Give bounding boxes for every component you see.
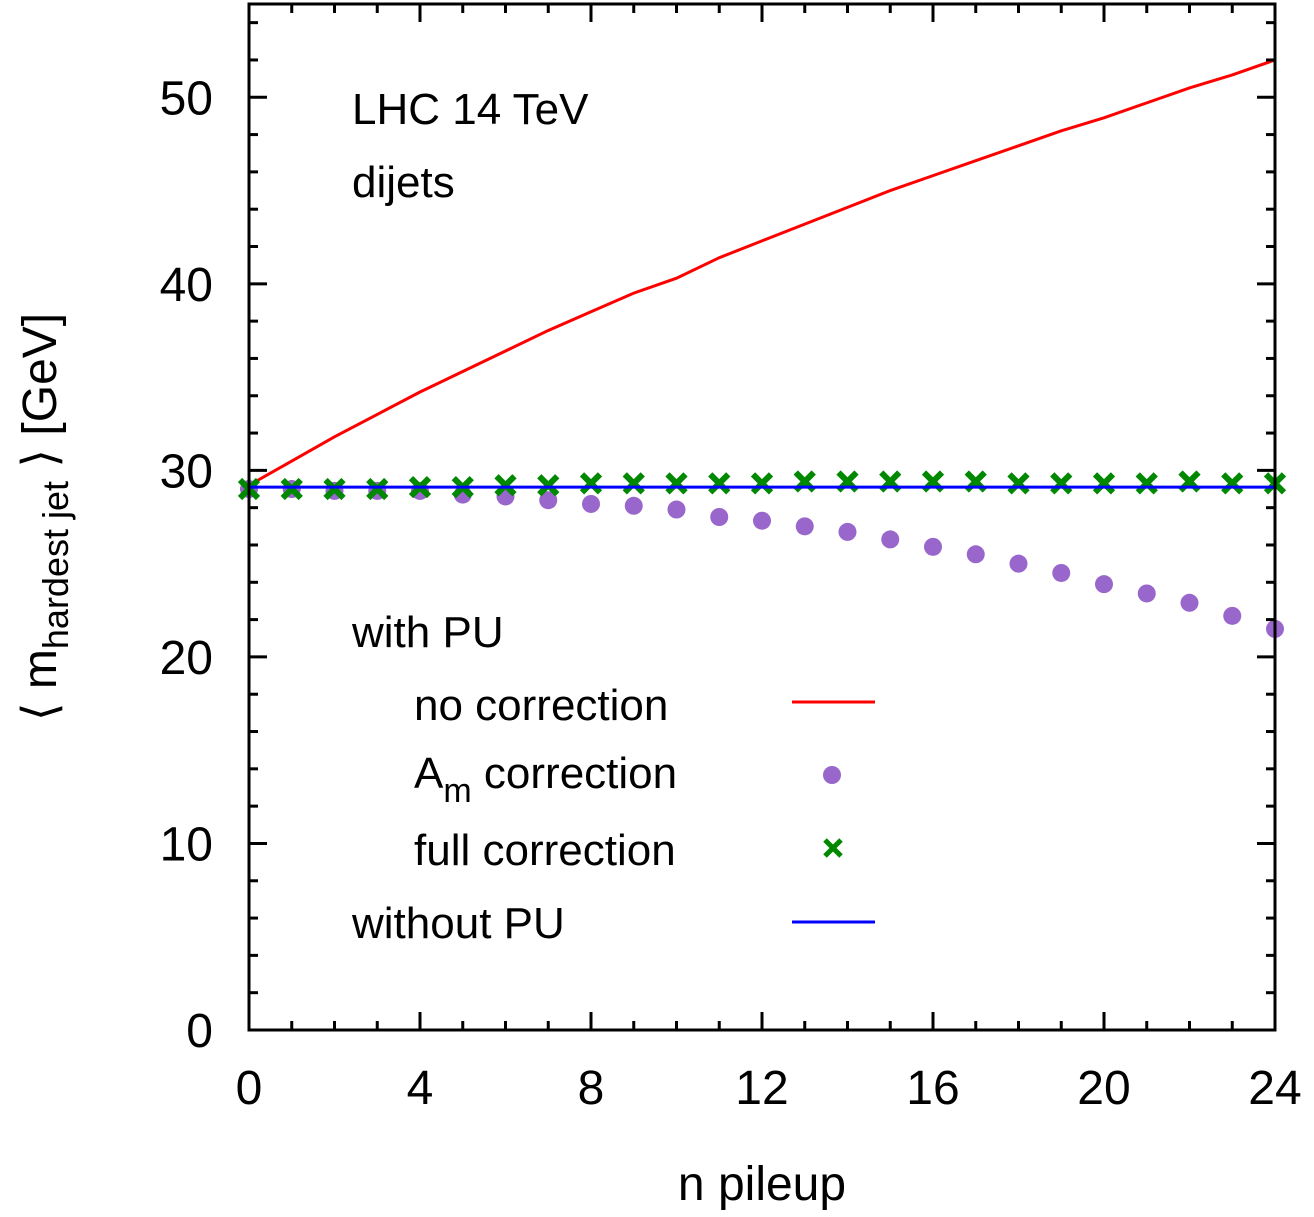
legend-am-main: A [414, 749, 444, 798]
series-no-correction-line [248, 58, 1276, 487]
data-point-full-correction [1007, 472, 1030, 495]
data-point-a-m-correction [539, 491, 558, 510]
y-tick-label: 10 [160, 818, 213, 871]
data-point-a-m-correction [582, 494, 600, 513]
data-point-full-correction [323, 477, 346, 501]
data-point-a-m-correction [1137, 584, 1156, 603]
x-tick-label: 12 [735, 1062, 788, 1115]
data-point-a-m-correction [1095, 575, 1113, 594]
data-point-full-correction [622, 472, 645, 495]
y-tick-label: 20 [160, 632, 213, 685]
legend-cross-green-icon [823, 838, 843, 858]
data-point-a-m-correction [710, 508, 729, 526]
legend: with PU no correction Am correction full… [351, 608, 875, 948]
x-tick-label: 4 [407, 1062, 434, 1115]
y-tick-label: 0 [186, 1005, 213, 1058]
data-point-full-correction [494, 474, 517, 497]
annotation-energy: LHC 14 TeV [352, 85, 589, 134]
data-point-a-m-correction [966, 545, 985, 564]
legend-am-rest: correction [472, 749, 677, 798]
data-point-full-correction [1135, 472, 1158, 495]
data-point-a-m-correction [1052, 563, 1071, 582]
data-point-a-m-correction [624, 496, 643, 515]
y-tick-label: 40 [160, 259, 213, 312]
y-axis-title: ⟨ mhardest jet ⟩ [GeV] [14, 313, 76, 721]
data-point-full-correction [280, 477, 303, 501]
legend-label-full-correction: full correction [414, 826, 676, 875]
legend-dot-purple-icon [823, 766, 841, 784]
data-point-a-m-correction [881, 530, 900, 549]
y-axis-title-subscript: hardest jet [35, 481, 76, 649]
tick-labels: 0 4 8 12 16 20 24 0 10 20 30 40 50 [160, 72, 1302, 1115]
data-point-a-m-correction [1223, 606, 1242, 625]
x-axis-title: n pileup [678, 1158, 846, 1211]
axis-ticks [247, 4, 1277, 1032]
data-point-full-correction [708, 472, 731, 495]
y-tick-label: 30 [160, 445, 213, 498]
data-point-full-correction [1092, 472, 1116, 495]
y-axis-title-prefix: ⟨ m [14, 649, 67, 721]
data-point-a-m-correction [667, 500, 686, 519]
data-point-a-m-correction [795, 517, 814, 536]
data-point-full-correction [579, 472, 603, 495]
data-point-full-correction [366, 477, 389, 501]
x-tick-label: 20 [1077, 1062, 1130, 1115]
data-point-full-correction [1050, 472, 1073, 495]
legend-header: with PU [351, 608, 504, 657]
legend-label-without-pu: without PU [351, 899, 565, 948]
x-tick-label: 8 [578, 1062, 605, 1115]
data-point-full-correction [537, 474, 560, 497]
data-point-a-m-correction [838, 522, 857, 541]
data-point-full-correction [1221, 472, 1244, 495]
data-point-full-correction [750, 472, 774, 495]
data-point-a-m-correction [924, 537, 942, 556]
data-point-full-correction [665, 472, 688, 495]
legend-label-no-correction: no correction [414, 681, 668, 730]
data-point-a-m-correction [1180, 593, 1199, 612]
data-point-a-m-correction [1009, 554, 1028, 573]
annotation-process: dijets [352, 158, 455, 207]
y-tick-label: 50 [160, 72, 213, 125]
legend-am-sub: m [443, 772, 471, 810]
x-tick-label: 16 [906, 1062, 959, 1115]
legend-label-am-correction: Am correction [414, 749, 677, 810]
x-tick-label: 0 [236, 1062, 263, 1115]
x-tick-label: 24 [1248, 1062, 1301, 1115]
data-point-a-m-correction [753, 511, 771, 530]
y-axis-title-suffix: ⟩ [GeV] [14, 313, 67, 481]
plot-series [237, 58, 1287, 638]
